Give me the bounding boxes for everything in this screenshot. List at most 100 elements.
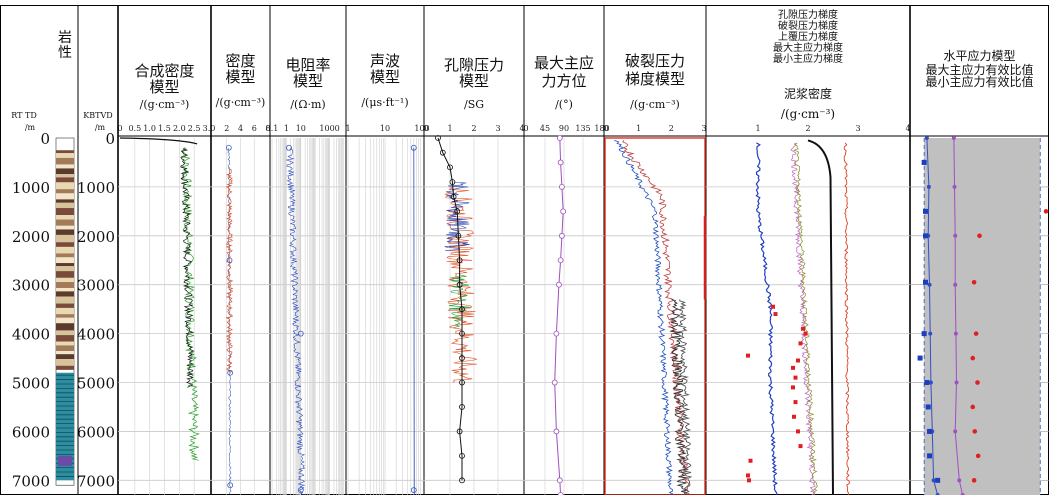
lith-layer-13	[56, 215, 74, 220]
density-tick-0: 2	[224, 124, 229, 133]
ratio-red-dot-9	[971, 478, 977, 483]
pore-circle-6	[455, 232, 462, 239]
pore-black-line	[437, 137, 463, 481]
kb-depth-tick-1000: 1000	[77, 179, 115, 197]
lith-layer-17	[56, 234, 74, 243]
pore-circle-9	[459, 306, 465, 313]
grad-title-4: 最小主应力梯度	[773, 52, 843, 65]
sonic-circle-1	[410, 487, 417, 494]
pore-tick-3: 3	[495, 124, 500, 133]
lith-layer-39	[56, 351, 74, 355]
resist-unit: /(Ω·m)	[290, 98, 325, 111]
frac-unit: /(g·cm⁻³)	[630, 98, 680, 111]
ratio-min-pt-3	[927, 282, 932, 287]
lith-layer-33	[56, 317, 74, 324]
lith-limestone	[56, 372, 74, 481]
density-syn-black	[180, 147, 195, 388]
rt-depth-tick-3000: 3000	[12, 277, 50, 295]
ratio-min-pt-0	[924, 136, 929, 140]
lith-layer-2	[56, 157, 74, 165]
lith-layer-8	[56, 189, 74, 194]
rt-depth-tick-0: 0	[40, 130, 50, 148]
ratio-blue-sq-9	[927, 453, 933, 459]
lith-layer-29	[56, 296, 74, 304]
lith-layer-24	[56, 271, 74, 278]
azimuth-tick-3: 135	[575, 124, 590, 133]
rt-depth-tick-5000: 5000	[12, 375, 50, 393]
pore-tick-2: 2	[471, 124, 476, 133]
density-tick-3: 8	[265, 124, 270, 133]
lith-title-1: 性	[58, 45, 72, 61]
pore-circle-4	[450, 193, 457, 200]
mud-density-5	[746, 353, 750, 358]
density-unit: /(g·cm⁻³)	[216, 96, 266, 109]
lith-layer-20	[56, 253, 74, 258]
mud-density-2	[801, 326, 805, 331]
azimuth-line	[554, 137, 564, 495]
lith-layer-10	[56, 199, 74, 203]
resist-blue	[285, 147, 306, 495]
ratio-title-0: 水平应力模型	[943, 48, 1015, 63]
grad-purple	[790, 142, 816, 495]
pore-circle-15	[459, 452, 465, 459]
mud-density-11	[792, 414, 796, 419]
ratio-max-pt-4	[953, 331, 958, 336]
azimuth-tick-0: 0	[523, 124, 528, 133]
pore-circle-11	[459, 355, 465, 361]
pore-tick-1: 1	[447, 124, 452, 133]
mud-density-0	[771, 304, 775, 309]
density_syn-tick-1: 0.5	[128, 124, 141, 133]
ratio-max-pt-5	[954, 380, 959, 385]
grad-title-0: 泥浆密度	[784, 86, 832, 101]
ratio-blue-sq-4	[921, 331, 927, 337]
frac-frame	[604, 137, 706, 495]
frac-red	[622, 140, 690, 495]
rt-depth-tick-4000: 4000	[12, 326, 50, 344]
lith-layer-16	[56, 229, 74, 235]
resist-circle-1	[297, 330, 304, 337]
density-title-1: 模型	[225, 68, 255, 86]
sonic-unit: /(μs·ft⁻¹)	[361, 96, 408, 109]
density-title-0: 密度	[225, 52, 255, 70]
azimuth-circle-11	[557, 492, 564, 495]
density_syn-tick-6: 3.0	[203, 124, 216, 133]
resist-tick-1: 1	[284, 124, 289, 133]
ratio-title-1: 最小主应力有效比值	[925, 74, 1033, 89]
grad-unit: /(g·cm⁻³)	[781, 107, 835, 121]
azimuth-circle-9	[553, 428, 560, 435]
lith-layer-4	[56, 168, 74, 175]
mud-density-14	[748, 458, 753, 463]
frac-title-0: 破裂压力	[625, 52, 685, 70]
frac-tick-3: 3	[701, 124, 706, 133]
grad-title-2: 上覆压力梯度	[778, 30, 838, 43]
ratio-blue-sq-7	[925, 404, 931, 410]
azimuth-circle-2	[558, 184, 565, 190]
kb-depth-tick-0: 0	[105, 130, 115, 148]
mud-density-15	[746, 473, 750, 478]
ratio-min-pt-7	[931, 478, 936, 483]
lith-layer-18	[56, 242, 74, 247]
lith-layer-27	[56, 287, 74, 292]
grad-olive	[792, 142, 818, 495]
ratio-blue-sq-10	[935, 477, 941, 483]
pore-circle-7	[456, 257, 463, 264]
mud-density-13	[798, 444, 803, 449]
ratio-min-pt-5	[928, 380, 933, 385]
pore-unit: /SG	[464, 98, 484, 111]
sonic-tick-0: 1	[345, 124, 350, 133]
ratio-blue-sq-8	[927, 428, 933, 434]
mud-density-7	[791, 365, 795, 370]
rt-depth-unit: /m	[25, 123, 36, 132]
kb-depth-tick-4000: 4000	[77, 326, 115, 344]
lith-layer-36	[56, 335, 74, 342]
ratio-blue-sq-0	[921, 159, 927, 165]
lith-purple	[58, 455, 72, 466]
rt-depth-label: RT TD	[11, 111, 37, 120]
ratio-min-pt-1	[926, 184, 931, 189]
resist-circle-0	[286, 144, 292, 151]
ratio-red-dot-6	[970, 404, 976, 410]
lith-layer-15	[56, 225, 74, 230]
density_syn-unit: /(g·cm⁻³)	[140, 98, 190, 111]
azimuth-title-1: 力方位	[541, 72, 586, 90]
